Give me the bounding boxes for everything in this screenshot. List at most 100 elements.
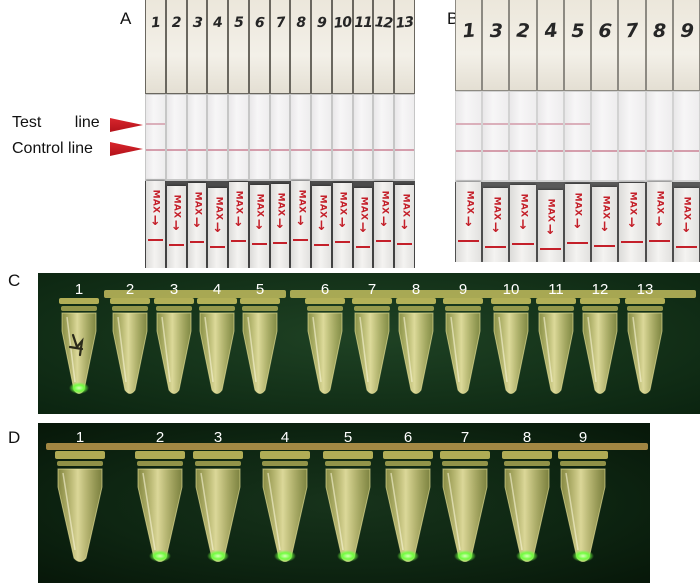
strip-number: 5 — [571, 20, 584, 42]
max-mark: MAX — [317, 194, 328, 219]
wicking-end: MAX ↓ — [456, 182, 482, 262]
test-strip: 10 MAX ↓ — [333, 0, 352, 268]
membrane — [510, 92, 536, 180]
max-line — [314, 244, 329, 246]
cap-strip — [290, 290, 696, 298]
tube-rim — [193, 451, 243, 459]
membrane — [229, 95, 248, 179]
sample-pad: 6 — [592, 0, 618, 90]
control-line-mark — [564, 150, 591, 152]
tube-highlight — [403, 316, 413, 383]
sample-pad: 6 — [249, 0, 269, 93]
fluorescent-tip — [397, 550, 419, 562]
max-line — [539, 248, 561, 250]
strip-number: 10 — [332, 14, 352, 32]
membrane — [537, 92, 563, 180]
strip-number: 1 — [461, 19, 476, 43]
tube-number: 4 — [281, 429, 289, 446]
tube-highlight — [62, 472, 76, 551]
tube-highlight — [450, 316, 460, 383]
max-line — [168, 244, 184, 246]
max-mark: MAX — [545, 198, 556, 223]
tube-number: 2 — [156, 429, 164, 446]
tube-number: 12 — [592, 281, 609, 298]
membrane — [395, 95, 414, 179]
tube-rim-ridge — [61, 306, 97, 311]
tube-body — [242, 312, 278, 394]
wicking-end: MAX ↓ — [208, 188, 228, 268]
sample-pad: 4 — [537, 0, 563, 90]
tube-rim-ridge — [385, 461, 431, 466]
max-line — [621, 241, 643, 243]
down-arrow-icon: ↓ — [653, 215, 665, 230]
test-line-mark — [483, 123, 509, 125]
membrane — [332, 95, 352, 179]
strip-number: 9 — [316, 14, 327, 32]
tube-highlight — [359, 316, 369, 383]
membrane — [187, 95, 207, 179]
tube-number: 3 — [170, 281, 178, 298]
membrane — [456, 92, 482, 180]
test-line-mark — [146, 123, 165, 125]
marker-scribble — [68, 333, 84, 357]
down-arrow-icon: ↓ — [149, 214, 161, 229]
pcr-tube — [536, 298, 576, 394]
wicking-end: MAX ↓ — [619, 183, 645, 262]
pcr-tube — [193, 451, 243, 562]
sample-pad: 12 — [374, 0, 393, 93]
tube-body — [582, 312, 618, 394]
tube-body — [445, 312, 481, 394]
membrane — [208, 95, 228, 179]
pcr-tube — [352, 298, 392, 394]
tube-number: 9 — [459, 281, 467, 298]
max-mark: MAX — [400, 193, 411, 218]
down-arrow-icon: ↓ — [191, 216, 203, 231]
wicking-end: MAX ↓ — [592, 187, 618, 262]
max-mark: MAX — [358, 196, 369, 221]
strip-number: 2 — [516, 19, 531, 43]
pcr-tube — [396, 298, 436, 394]
panel-d-tube-photo: 1 2 3 4 5 6 7 8 9 — [38, 423, 650, 583]
fluorescent-tip — [454, 550, 476, 562]
tube-rim-ridge — [156, 306, 192, 311]
panel-label-a: A — [120, 9, 132, 28]
max-mark: MAX — [600, 195, 611, 220]
wicking-end: MAX ↓ — [673, 188, 699, 262]
panel-label-b: B — [447, 9, 459, 28]
tube-rim — [491, 298, 531, 304]
tube-number: 13 — [637, 281, 654, 298]
tube-rim — [55, 451, 105, 459]
strip-number: 11 — [354, 15, 372, 31]
panel-c-tubes: 1 2 3 4 5 6 7 8 9 10 11 12 13 — [59, 281, 696, 394]
fluorescent-tip — [207, 550, 229, 562]
max-line — [594, 245, 616, 247]
sample-pad: 8 — [646, 0, 672, 90]
down-arrow-icon: ↓ — [295, 214, 307, 229]
strip-number: 3 — [489, 20, 503, 42]
down-arrow-icon: ↓ — [517, 218, 529, 233]
tube-highlight — [565, 472, 579, 551]
wicking-end: MAX ↓ — [146, 181, 165, 268]
test-strip: 1 MAX ↓ — [456, 0, 482, 262]
max-mark: MAX — [192, 191, 203, 216]
sample-pad: 3 — [187, 0, 207, 93]
tube-rim-ridge — [354, 306, 390, 311]
tube-rim-ridge — [398, 306, 434, 311]
tube-body — [398, 312, 434, 394]
down-arrow-icon: ↓ — [544, 223, 556, 238]
control-line-mark — [619, 150, 645, 152]
strip-number: 4 — [212, 14, 223, 32]
tube-number: 9 — [579, 429, 587, 446]
tube-rim — [502, 451, 552, 459]
tube-body — [61, 312, 97, 394]
tube-highlight — [587, 316, 597, 383]
strip-number: 7 — [624, 19, 639, 43]
tube-number: 4 — [213, 281, 221, 298]
max-mark: MAX — [491, 196, 502, 221]
fluorescent-tip — [149, 550, 171, 562]
test-strip: 6 MAX ↓ — [592, 0, 618, 262]
strip-number: 8 — [296, 15, 306, 31]
control-line-mark — [395, 149, 414, 151]
test-line-mark — [456, 123, 482, 125]
wicking-end: MAX ↓ — [166, 186, 186, 268]
